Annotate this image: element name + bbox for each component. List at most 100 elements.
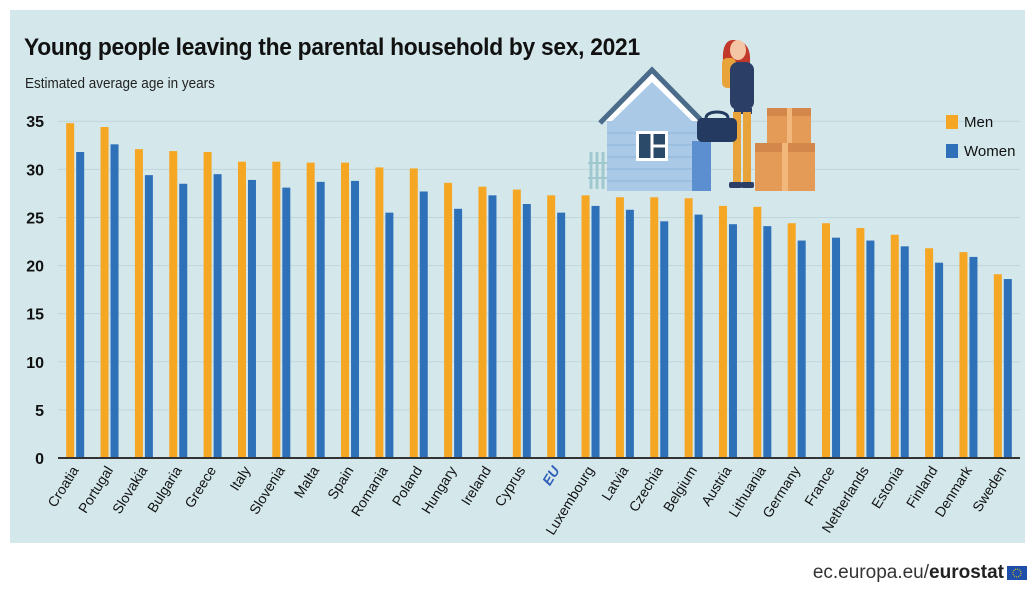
bar-women — [454, 208, 463, 458]
bar-women — [625, 209, 634, 458]
bar-women — [76, 152, 85, 459]
bar-men — [547, 195, 556, 459]
footer-brand: eurostat — [929, 562, 1004, 583]
legend-swatch-women — [946, 144, 958, 158]
x-tick-label: France — [801, 463, 838, 509]
bar-men — [444, 182, 453, 458]
legend-item-men: Men — [946, 110, 1015, 134]
bar-women — [213, 174, 222, 458]
x-tick-label: Ireland — [458, 463, 494, 508]
y-tick-label: 30 — [26, 162, 44, 179]
bar-women — [660, 221, 669, 458]
bar-women — [557, 212, 566, 458]
bar-women — [316, 181, 325, 458]
bar-men — [134, 149, 143, 459]
bar-men — [615, 197, 624, 458]
legend-item-women: Women — [946, 139, 1015, 163]
x-tick-label: Spain — [324, 463, 357, 502]
x-tick-label: Greece — [181, 463, 219, 511]
bars — [66, 123, 1012, 459]
bar-men — [787, 223, 796, 458]
bar-men — [925, 248, 934, 458]
illustration-house-and-girl — [588, 40, 815, 191]
bar-men — [272, 161, 281, 458]
y-axis: 0 5 10 15 20 25 30 35 — [26, 114, 44, 468]
bar-men — [341, 162, 350, 458]
bar-men — [959, 252, 968, 458]
x-tick-label: Austria — [698, 463, 735, 509]
bar-men — [375, 167, 384, 458]
bar-men — [409, 168, 418, 458]
bar-men — [66, 123, 75, 458]
bar-men — [237, 161, 246, 458]
bar-men — [203, 152, 212, 459]
chart-subtitle: Estimated average age in years — [25, 75, 215, 92]
bar-women — [763, 226, 772, 458]
x-tick-label: Poland — [389, 463, 426, 508]
y-tick-label: 0 — [35, 451, 44, 468]
bar-men — [890, 234, 899, 458]
x-tick-label: Bulgaria — [144, 463, 185, 515]
bar-men — [718, 205, 727, 458]
x-tick-label: Malta — [291, 463, 323, 501]
bar-women — [247, 179, 256, 459]
cardboard-boxes-icon — [755, 108, 815, 191]
bar-men — [512, 189, 521, 458]
y-tick-label: 25 — [26, 210, 44, 227]
y-tick-label: 5 — [35, 403, 44, 420]
bar-women — [1003, 279, 1012, 458]
legend-label-men: Men — [964, 113, 994, 131]
x-tick-label: Sweden — [969, 463, 1009, 514]
bar-men — [822, 223, 831, 458]
bar-women — [385, 212, 394, 458]
bar-men — [100, 127, 109, 459]
x-tick-label: Cyprus — [491, 463, 528, 509]
bar-men — [478, 186, 487, 458]
x-tick-label: Finland — [903, 463, 941, 510]
bar-men — [856, 228, 865, 458]
bar-men — [581, 195, 590, 459]
x-tick-label: Croatia — [44, 463, 82, 510]
bar-women — [591, 205, 600, 458]
bar-men — [650, 197, 659, 458]
bar-men — [753, 206, 762, 458]
x-tick-label: Belgium — [660, 463, 700, 514]
bar-women — [282, 187, 291, 458]
bar-women — [179, 183, 188, 458]
bar-men — [684, 198, 693, 458]
bar-women — [728, 224, 737, 458]
y-tick-label: 20 — [26, 259, 44, 276]
gridlines — [58, 120, 1020, 411]
y-tick-label: 10 — [26, 355, 44, 372]
bar-women — [969, 256, 978, 458]
legend-swatch-men — [946, 115, 958, 129]
legend: Men Women — [946, 110, 1015, 168]
bar-men — [993, 274, 1002, 458]
bar-men — [306, 162, 315, 458]
y-tick-label: 15 — [26, 307, 44, 324]
bar-women — [866, 240, 875, 458]
x-tick-label: EU — [539, 462, 563, 488]
bar-women — [694, 214, 703, 458]
x-tick-label: Italy — [226, 463, 253, 493]
chart-title: Young people leaving the parental househ… — [24, 34, 640, 61]
x-tick-label: Estonia — [868, 463, 906, 511]
girl-with-suitcase-icon — [697, 40, 754, 188]
bar-women — [110, 144, 119, 458]
bar-women — [351, 180, 360, 459]
house-icon — [588, 66, 711, 191]
bar-women — [832, 237, 841, 458]
bar-women — [900, 246, 909, 458]
bar-women — [144, 175, 153, 458]
footer-source: ec.europa.eu/ eurostat — [813, 562, 1027, 584]
bar-women — [797, 240, 806, 458]
bar-men — [169, 151, 178, 459]
bar-women — [488, 195, 497, 459]
bar-women — [935, 262, 944, 458]
legend-label-women: Women — [964, 142, 1016, 160]
footer-domain: ec.europa.eu/ — [812, 562, 930, 583]
eu-flag-icon — [1007, 566, 1027, 580]
x-tick-label: Latvia — [598, 463, 631, 503]
